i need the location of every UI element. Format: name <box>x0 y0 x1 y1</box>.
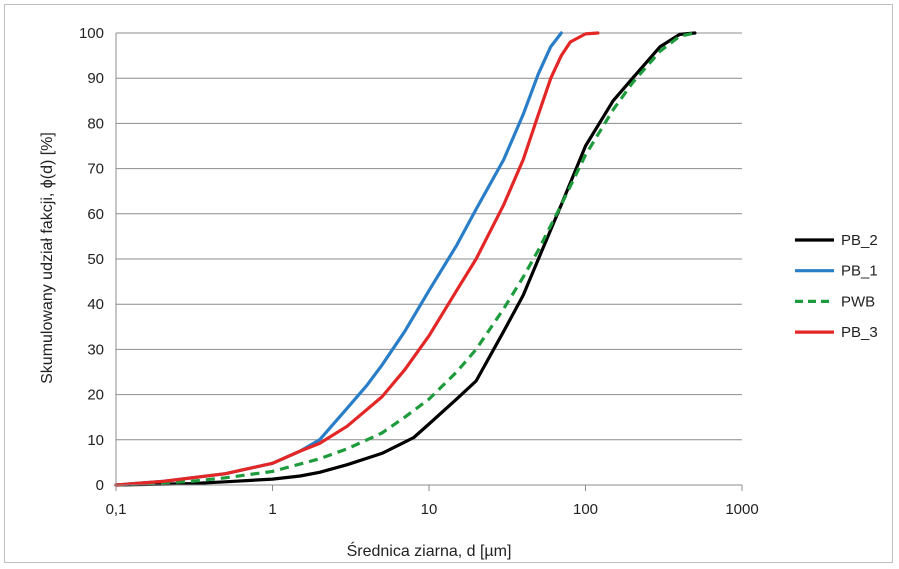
y-tick-label: 50 <box>87 251 104 268</box>
legend-label: PB_3 <box>841 324 878 341</box>
x-tick-label: 100 <box>573 501 598 518</box>
series-lines <box>114 31 697 487</box>
series-line-pwb <box>115 31 696 487</box>
chart-frame <box>4 4 893 563</box>
gridlines <box>116 32 742 441</box>
legend-label: PWB <box>841 293 875 310</box>
y-tick-label: 20 <box>87 387 104 404</box>
y-tick-label: 40 <box>87 296 104 313</box>
y-axis-label: Skumulowany udział fakcji, ϕ(d) [%] <box>39 132 56 384</box>
y-tick-label: 10 <box>87 432 104 449</box>
x-tick-label: 10 <box>421 501 438 518</box>
x-tick-label: 1 <box>268 501 276 518</box>
series-line-pb_3 <box>114 31 600 487</box>
x-tick-label: 0,1 <box>106 501 127 518</box>
y-tick-label: 30 <box>87 341 104 358</box>
legend-label: PB_2 <box>841 232 878 249</box>
y-tick-label: 100 <box>79 25 104 42</box>
y-tick-label: 70 <box>87 161 104 178</box>
legend-label: PB_1 <box>841 263 878 280</box>
y-tick-label: 80 <box>87 115 104 132</box>
y-tick-label: 90 <box>87 70 104 87</box>
series-line-pb_2 <box>114 31 697 487</box>
y-tick-label: 0 <box>96 477 104 494</box>
axes: 0 10 20 30 40 50 60 70 80 90 100 0,1 1 10 100 1000 <box>79 25 759 518</box>
y-tick-label: 60 <box>87 206 104 223</box>
x-tick-label: 1000 <box>725 501 758 518</box>
legend: PB_2 PB_1 PWB PB_3 <box>795 232 878 341</box>
x-axis-label: Średnica ziarna, d [µm] <box>347 541 512 560</box>
